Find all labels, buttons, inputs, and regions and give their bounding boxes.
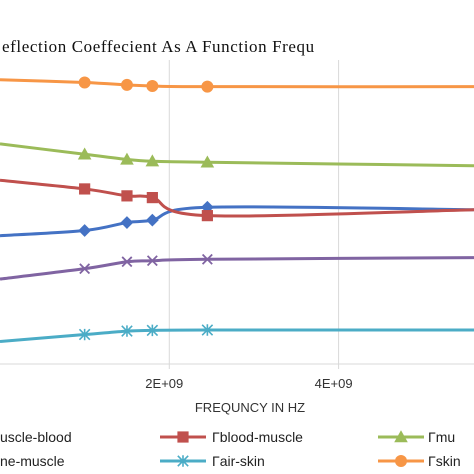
legend-marker — [177, 431, 189, 443]
data-point — [79, 263, 91, 275]
legend-label: Γmu — [428, 429, 455, 445]
data-point — [79, 183, 91, 195]
data-point — [146, 324, 159, 337]
data-point — [120, 152, 134, 165]
legend-label: Γskin — [428, 453, 461, 469]
chart-title: eflection Coeffecient As A Function Freq… — [2, 37, 315, 56]
data-point — [77, 147, 92, 160]
legend-label: uscle-blood — [0, 429, 72, 445]
data-point — [146, 255, 158, 267]
legend-marker — [394, 430, 408, 443]
data-point — [120, 216, 134, 229]
data-point — [200, 155, 215, 168]
data-point — [146, 79, 159, 92]
data-point — [146, 192, 158, 204]
data-point — [78, 224, 92, 237]
x-tick-label: 2E+09 — [145, 376, 183, 391]
legend-label: ne-muscle — [0, 453, 65, 469]
legend-marker — [395, 455, 407, 467]
legend-marker — [177, 455, 189, 467]
legend-label: Γair-skin — [212, 453, 265, 469]
legend-label: Γblood-muscle — [212, 429, 303, 445]
data-point — [201, 324, 214, 336]
data-point — [145, 213, 159, 227]
series-markers — [77, 76, 215, 341]
x-tick-labels: 2E+09 4E+09 — [145, 376, 352, 391]
data-point — [120, 78, 133, 91]
data-point — [78, 328, 91, 341]
data-point — [145, 154, 160, 167]
data-point — [121, 325, 133, 337]
data-point — [78, 76, 91, 89]
data-point — [121, 190, 133, 202]
data-point — [201, 210, 213, 222]
x-axis-label: FREQUNCY IN HZ — [195, 400, 305, 415]
data-point — [121, 256, 133, 268]
x-tick-label: 4E+09 — [315, 376, 353, 391]
data-point — [201, 80, 214, 93]
data-point — [201, 253, 213, 265]
legend: uscle-blood Γblood-muscle Γmu ne-muscle Γair… — [0, 429, 461, 469]
